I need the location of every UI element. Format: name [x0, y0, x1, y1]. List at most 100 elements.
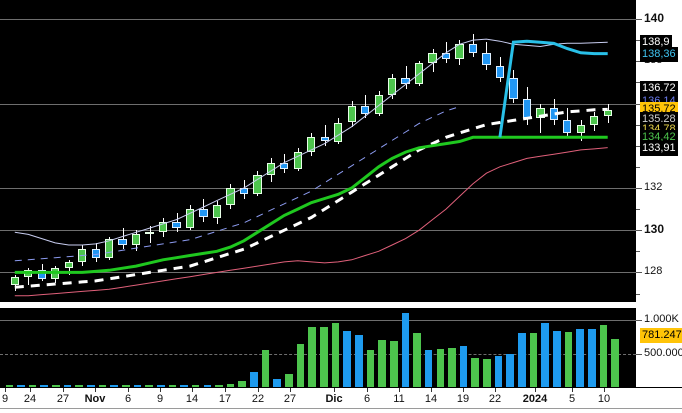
volume-bar: [529, 332, 538, 387]
candle-body: [536, 107, 545, 119]
candle-body: [455, 44, 464, 60]
candle-body: [105, 238, 114, 258]
volume-bar: [343, 331, 351, 387]
date-tick: [367, 388, 368, 392]
date-axis-label: 19: [456, 393, 470, 405]
date-axis-label: 6: [363, 393, 371, 405]
volume-bar: [203, 385, 212, 387]
price-axis-scale[interactable]: 140138136134132130128 138,9138,36136.721…: [636, 0, 682, 302]
date-tick: [95, 388, 96, 392]
volume-bar: [518, 333, 526, 387]
date-tick: [5, 388, 6, 392]
volume-bar: [98, 385, 107, 387]
date-tick: [160, 388, 161, 392]
volume-axis-label: 1.000K: [644, 313, 679, 326]
volume-bar: [378, 340, 386, 387]
date-tick: [399, 388, 400, 392]
candle-body: [428, 52, 437, 64]
date-tick: [128, 388, 129, 392]
green-moving-average-line: [14, 135, 608, 274]
price-axis-label: 140: [644, 11, 665, 25]
gridline: [0, 19, 636, 20]
volume-bar: [180, 385, 188, 387]
price-chart-panel[interactable]: [0, 0, 636, 302]
candle-body: [374, 95, 383, 114]
candle-body: [361, 105, 370, 114]
date-axis-label: 22: [251, 393, 265, 405]
candle-wick: [150, 226, 151, 243]
date-axis-label: 11: [393, 393, 405, 405]
candle-body: [212, 204, 222, 218]
candle-body: [320, 137, 329, 142]
volume-chart-panel[interactable]: [0, 308, 636, 387]
volume-bar: [389, 340, 398, 387]
candle-body: [37, 270, 46, 279]
candle-body: [145, 232, 154, 235]
volume-bar: [28, 384, 37, 387]
gridline: [0, 188, 636, 189]
volume-bar: [273, 379, 282, 387]
date-axis-label: 27: [56, 393, 70, 405]
volume-bar: [238, 380, 247, 387]
candle-body: [590, 116, 599, 125]
axis-minor-tick: [636, 124, 640, 126]
gridline: [0, 230, 636, 232]
axis-tick: [636, 188, 642, 189]
axis-minor-tick: [636, 293, 640, 295]
volume-bar: [564, 332, 573, 387]
candle-body: [64, 261, 73, 269]
gridline: [0, 353, 636, 355]
date-tick: [334, 388, 335, 392]
volume-axis-label: 500.000: [644, 346, 682, 359]
volume-bar: [459, 345, 468, 387]
volume-bar: [261, 349, 270, 387]
candle-body: [522, 99, 532, 119]
axis-minor-tick: [636, 82, 640, 84]
volume-bar: [354, 334, 363, 387]
volume-bar: [168, 384, 177, 387]
candle-body: [24, 270, 33, 277]
volume-bar: [52, 385, 60, 387]
volume-bar: [599, 325, 608, 387]
axis-tick: [636, 19, 642, 20]
candle-body: [347, 105, 356, 123]
panel-divider: [0, 302, 636, 308]
volume-bar: [413, 333, 421, 387]
volume-bar: [87, 385, 95, 387]
date-axis-label: 24: [23, 393, 37, 405]
candle-body: [280, 162, 289, 169]
candle-body: [266, 162, 276, 176]
volume-bar: [506, 353, 515, 387]
date-axis-label: 10: [597, 393, 611, 405]
volume-bar: [320, 327, 328, 387]
axis-tick: [636, 230, 642, 232]
axis-bottom-rule: [0, 408, 682, 409]
date-tick: [258, 388, 259, 392]
axis-minor-tick: [636, 166, 640, 168]
date-axis-label: 5: [568, 393, 576, 405]
volume-bar: [156, 385, 165, 387]
candle-body: [468, 44, 478, 53]
date-tick: [604, 388, 605, 392]
volume-bar: [587, 328, 596, 387]
volume-bar: [576, 328, 584, 387]
date-tick: [192, 388, 193, 392]
date-tick: [63, 388, 64, 392]
candle-body: [10, 276, 19, 286]
date-axis-label: 6: [124, 393, 132, 405]
candle-body: [549, 107, 558, 121]
date-axis[interactable]: 9 24 27 Nov 6 9 14 17 22 27 Dic 6 11 14 19 22 2024 5 10: [0, 387, 682, 413]
candle-body: [576, 124, 585, 133]
date-tick: [30, 388, 31, 392]
date-axis-label: 27: [283, 393, 297, 405]
candle-wick: [406, 65, 407, 89]
date-axis-label: 22: [488, 393, 502, 405]
date-tick: [431, 388, 432, 392]
volume-bar: [424, 349, 433, 387]
violet-dashed-line: [14, 106, 460, 262]
candle-body: [172, 221, 181, 228]
red-moving-average-line: [14, 147, 608, 297]
volume-axis-scale[interactable]: 1.000K 500.000 781.247: [636, 308, 682, 387]
volume-bar: [285, 374, 293, 387]
axis-tick: [636, 320, 642, 322]
